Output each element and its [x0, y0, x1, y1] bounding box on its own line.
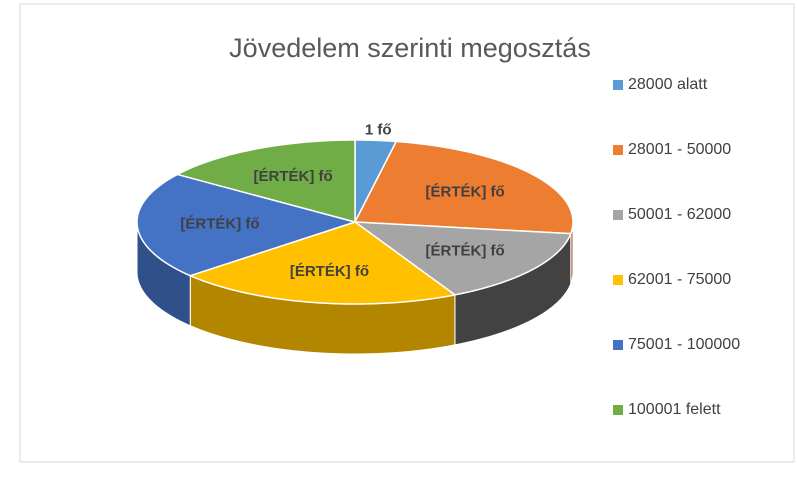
data-label: [ÉRTÉK] fő — [426, 242, 505, 259]
legend-swatch — [613, 340, 623, 350]
legend-swatch — [613, 275, 623, 285]
slice — [352, 221, 572, 296]
data-label: [ÉRTÉK] fő — [180, 215, 259, 232]
slice — [175, 139, 356, 223]
legend-label: 62001 - 75000 — [628, 271, 731, 288]
data-label: [ÉRTÉK] fő — [253, 168, 332, 185]
chart-title: Jövedelem szerinti megosztás — [229, 33, 591, 63]
legend-swatch — [613, 210, 623, 220]
data-label: [ÉRTÉK] fő — [290, 263, 369, 280]
legend-swatch — [613, 405, 623, 415]
legend-label: 50001 - 62000 — [628, 206, 731, 223]
legend-label: 28001 - 50000 — [628, 141, 731, 158]
legend-label: 28000 alatt — [628, 76, 708, 93]
slice — [136, 173, 358, 277]
data-label: 1 fő — [365, 122, 392, 139]
data-label: [ÉRTÉK] fő — [426, 183, 505, 200]
legend-swatch — [613, 80, 623, 90]
slice — [188, 221, 457, 305]
legend-label: 75001 - 100000 — [628, 336, 740, 353]
slice — [353, 140, 574, 235]
legend-label: 100001 felett — [628, 401, 721, 418]
legend-swatch — [613, 145, 623, 155]
